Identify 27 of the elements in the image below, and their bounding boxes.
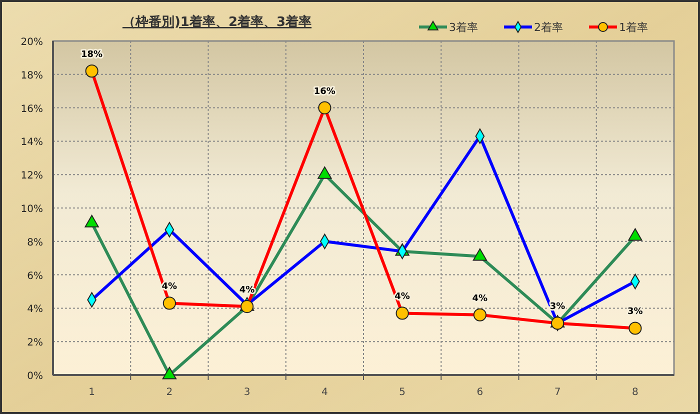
y-tick-label: 4% (27, 304, 43, 316)
y-tick-label: 8% (27, 237, 43, 248)
y-tick-label: 6% (27, 270, 43, 282)
data-label: 18% (81, 50, 103, 60)
y-tick-label: 18% (20, 70, 43, 82)
x-tick-label: 6 (476, 387, 484, 398)
y-tick-label: 20% (20, 37, 43, 48)
data-label: 4% (472, 294, 488, 304)
y-tick-label: 14% (20, 137, 43, 148)
y-tick-label: 2% (27, 338, 43, 349)
y-tick-label: 12% (20, 170, 43, 182)
y-tick-label: 10% (20, 204, 43, 215)
x-tick-label: 7 (554, 387, 561, 398)
x-tick-label: 8 (632, 387, 638, 398)
y-tick-label: 16% (20, 104, 43, 115)
legend-label: 3着率 (449, 21, 478, 34)
legend-label: 1着率 (619, 21, 648, 34)
x-tick-label: 5 (399, 387, 406, 398)
x-tick-label: 1 (88, 387, 95, 398)
chart-title: （枠番別)1着率、2着率、3着率 (122, 14, 312, 30)
legend-label: 2着率 (534, 21, 563, 34)
data-label: 16% (314, 86, 336, 97)
x-tick-label: 3 (244, 387, 250, 398)
data-label: 3% (628, 307, 643, 318)
y-tick-label: 0% (27, 371, 43, 382)
x-tick-label: 4 (322, 387, 328, 398)
x-tick-label: 2 (166, 387, 173, 398)
